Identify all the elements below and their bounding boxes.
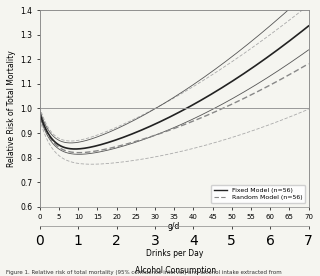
Text: Alcohol Consumption: Alcohol Consumption [135,266,217,275]
Y-axis label: Relative Risk of Total Mortality: Relative Risk of Total Mortality [7,50,16,167]
Text: Figure 1. Relative risk of total mortality (95% confidence interval) and alcohol: Figure 1. Relative risk of total mortali… [6,270,282,276]
X-axis label: g/d: g/d [168,222,180,230]
X-axis label: Drinks per Day: Drinks per Day [146,249,203,258]
Legend: Fixed Model (n=56), Random Model (n=56): Fixed Model (n=56), Random Model (n=56) [211,185,305,203]
